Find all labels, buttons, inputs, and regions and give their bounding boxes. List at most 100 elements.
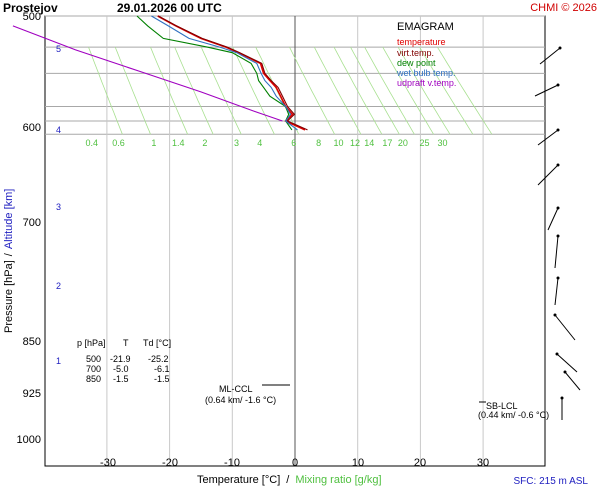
- mixing-ratio-tick: 30: [437, 138, 447, 148]
- mixing-ratio-line: [232, 46, 275, 135]
- sounding-table: p [hPa] T Td [°C] 500 -21.9 -25.2 700 -5…: [77, 338, 171, 384]
- x-axis-label: Temperature [°C] / Mixing ratio [g/kg]: [197, 474, 382, 486]
- mixing-ratio-line: [333, 46, 383, 135]
- altitude-tick: 5: [56, 44, 61, 54]
- mixing-ratio-tick: 8: [316, 138, 321, 148]
- wind-barb-staff: [534, 84, 559, 97]
- mixing-ratio-line: [364, 46, 415, 135]
- altitude-tick: 1: [56, 356, 61, 366]
- temp-tick: -30: [100, 457, 116, 469]
- series-line: [158, 15, 308, 131]
- legend-item: virt.temp.: [397, 48, 434, 58]
- wind-barb-station: [563, 370, 567, 374]
- ml-lcl-label: ML-CCL: [219, 384, 253, 394]
- temp-tick: 30: [477, 457, 489, 469]
- series-line: [12, 25, 283, 122]
- wind-barb-staff: [537, 164, 559, 186]
- legend-item: dew point: [397, 58, 436, 68]
- wind-barb-station: [560, 396, 564, 400]
- mixing-ratio-line: [255, 46, 300, 135]
- wind-barb-staff: [554, 277, 559, 306]
- mixing-ratio-tick: 1.4: [172, 138, 185, 148]
- mixing-ratio-line: [313, 46, 362, 135]
- mixing-ratio-tick: 0.6: [112, 138, 125, 148]
- altitude-tick: 4: [56, 125, 61, 135]
- table-cell: -21.9: [110, 354, 131, 364]
- legend-item: udpraft v.temp.: [397, 78, 456, 88]
- table-header: T: [123, 338, 129, 348]
- mixing-ratio-tick: 6: [291, 138, 296, 148]
- wind-barb-staff: [547, 207, 559, 231]
- datetime: 29.01.2026 00 UTC: [117, 1, 222, 15]
- mixing-ratio-tick: 10: [333, 138, 343, 148]
- legend-item: temperature: [397, 37, 446, 47]
- wind-barb-station: [556, 83, 560, 87]
- mixing-ratio-tick: 4: [257, 138, 262, 148]
- mixing-ratio-tick: 25: [419, 138, 429, 148]
- mixing-ratio-line: [174, 46, 214, 135]
- pressure-tick: 925: [23, 388, 41, 400]
- wind-barb-station: [556, 128, 560, 132]
- wind-barb-station: [558, 46, 562, 50]
- temp-tick: -10: [224, 457, 240, 469]
- altitude-tick: 3: [56, 202, 61, 212]
- pressure-ticks: 500 600 700 850 925 1000: [17, 11, 41, 446]
- mixing-ratio-tick: 14: [364, 138, 374, 148]
- wind-barb-station: [556, 276, 560, 280]
- table-cell: 500: [86, 354, 101, 364]
- grid-layer: [45, 15, 545, 466]
- pressure-tick: 700: [23, 217, 41, 229]
- legend: EMAGRAM temperature virt.temp. dew point…: [396, 21, 456, 88]
- table-cell: -25.2: [148, 354, 169, 364]
- table-cell: -1.5: [113, 374, 129, 384]
- mixing-ratio-line: [382, 46, 434, 135]
- mixing-ratio-tick: 20: [398, 138, 408, 148]
- mixing-ratio-line: [397, 46, 451, 135]
- pressure-tick: 500: [23, 11, 41, 23]
- temperature-label: Temperature [°C]: [197, 474, 280, 486]
- wind-barb-station: [556, 234, 560, 238]
- lcl-annotations: ML-CCL (0.64 km/ -1.6 °C) SB-LCL (0.44 k…: [205, 384, 549, 420]
- series-line: [151, 15, 298, 131]
- mixing-ratio-layer: 0.4 0.6 1 1.4 2 3 4 6 8 10 12 14 17 20 25 30: [85, 46, 493, 148]
- sb-lcl-value: (0.44 km/ -0.6 °C): [478, 410, 549, 420]
- altitude-label: Altitude [km]: [3, 189, 15, 250]
- mixing-ratio-line: [88, 46, 123, 135]
- wind-barbs-layer: [534, 46, 581, 420]
- mixing-ratio-tick: 17: [382, 138, 392, 148]
- wind-barb-staff: [539, 47, 561, 65]
- series-line: [136, 15, 293, 131]
- label-separator: /: [3, 252, 15, 256]
- credit: CHMI © 2026: [530, 2, 597, 14]
- wind-barb-station: [556, 206, 560, 210]
- mixing-ratio-line: [200, 46, 242, 135]
- temp-tick: 20: [414, 457, 426, 469]
- pressure-label: Pressure [hPa]: [3, 260, 15, 333]
- wind-barb-station: [556, 163, 560, 167]
- table-cell: -6.1: [154, 364, 170, 374]
- mixing-ratio-tick: 2: [202, 138, 207, 148]
- table-cell: 850: [86, 374, 101, 384]
- wind-barb-staff: [554, 235, 559, 269]
- mixing-ratio-line: [289, 46, 335, 135]
- mixing-ratio-tick: 1: [151, 138, 156, 148]
- altitude-tick: 2: [56, 281, 61, 291]
- pressure-tick: 1000: [17, 434, 41, 446]
- pressure-tick: 850: [23, 336, 41, 348]
- temp-tick: 10: [352, 457, 364, 469]
- mixing-ratio-tick: 0.4: [85, 138, 98, 148]
- table-header: p [hPa]: [77, 338, 106, 348]
- label-separator: /: [286, 474, 290, 486]
- legend-item: wet bulb temp.: [396, 68, 456, 78]
- mixing-ratio-label: Mixing ratio [g/kg]: [295, 474, 381, 486]
- station-name: Prostejov: [3, 1, 58, 15]
- temperature-ticks: -30 -20 -10 0 10 20 30: [100, 457, 489, 469]
- table-cell: 700: [86, 364, 101, 374]
- sb-lcl-label: SB-LCL: [486, 401, 518, 411]
- temp-tick: -20: [162, 457, 178, 469]
- table-cell: -1.5: [154, 374, 170, 384]
- series-layer: [12, 15, 308, 131]
- table-cell: -5.0: [113, 364, 129, 374]
- wind-barb-staff: [537, 129, 559, 146]
